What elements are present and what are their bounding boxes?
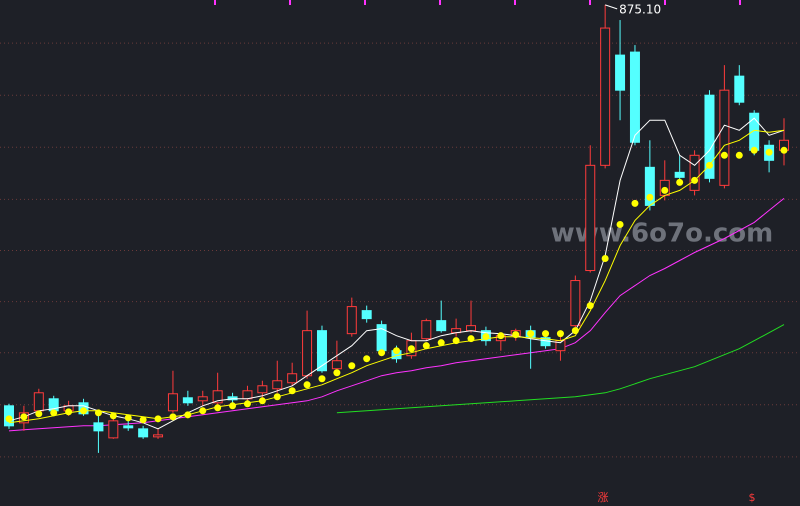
indicator-dot <box>94 409 102 417</box>
indicator-dot <box>50 409 58 417</box>
indicator-dot <box>229 402 237 410</box>
indicator-dot <box>646 193 654 201</box>
candle-body <box>167 393 178 412</box>
indicator-dot <box>333 369 341 377</box>
indicator-dot <box>258 397 266 405</box>
moving-average-line <box>8 117 785 430</box>
indicator-dot <box>556 330 564 338</box>
candle-body <box>615 54 626 91</box>
indicator-dot <box>616 220 624 228</box>
moving-average-line <box>8 129 785 424</box>
moving-average-line <box>8 198 785 432</box>
candle-body <box>436 320 447 332</box>
indicator-dot <box>691 176 699 184</box>
candle-body <box>242 390 253 400</box>
indicator-dot <box>169 413 177 421</box>
indicator-dot <box>288 387 296 395</box>
indicator-dot <box>154 415 162 423</box>
candle-body <box>585 164 596 272</box>
indicator-dot <box>318 375 326 383</box>
candle-body <box>197 396 208 402</box>
indicator-dot <box>512 331 520 339</box>
indicator-dot <box>5 415 13 423</box>
watermark: www.6o7o.com <box>551 219 773 249</box>
candle-body <box>227 396 238 401</box>
max-price-label: 875.10 <box>619 2 661 16</box>
indicator-dot <box>661 186 669 194</box>
candle-body <box>689 154 700 191</box>
annotation-arrow <box>604 4 618 10</box>
indicator-dot <box>80 407 88 415</box>
indicator-dot <box>184 411 192 419</box>
indicator-dot <box>631 199 639 207</box>
candle-body <box>138 428 149 438</box>
candle-body <box>123 425 134 429</box>
indicator-dot <box>378 349 386 357</box>
indicator-dot <box>109 412 117 420</box>
candle-body <box>108 420 119 439</box>
indicator-dot <box>139 416 147 424</box>
candle-body <box>719 89 730 186</box>
signal-marker: $ <box>749 491 756 504</box>
indicator-dot <box>422 342 430 350</box>
candle-body <box>346 306 357 335</box>
candle-body <box>93 422 104 432</box>
candle-body <box>212 390 223 404</box>
indicator-dot <box>363 355 371 363</box>
indicator-dot <box>348 362 356 370</box>
indicator-dot <box>452 337 460 345</box>
candle-body <box>629 51 640 143</box>
indicator-dot <box>542 330 550 338</box>
indicator-dot <box>750 146 758 154</box>
moving-average-line <box>336 324 785 414</box>
candle-body <box>33 392 44 412</box>
indicator-dot <box>35 410 43 418</box>
indicator-dot <box>65 408 73 416</box>
indicator-dot <box>482 333 490 341</box>
candle-body <box>331 360 342 370</box>
indicator-dot <box>601 255 609 263</box>
candle-body <box>704 94 715 179</box>
indicator-dot <box>393 347 400 355</box>
indicator-dot <box>124 414 132 422</box>
indicator-dot <box>586 302 594 310</box>
indicator-dot <box>20 413 28 421</box>
candle-body <box>287 373 298 384</box>
indicator-dot <box>437 339 445 347</box>
top-markers <box>214 0 741 5</box>
candle-body <box>421 320 432 340</box>
indicator-dot <box>303 381 311 389</box>
indicator-dot <box>765 148 773 156</box>
candle-body <box>734 75 745 103</box>
candle-body <box>257 385 268 394</box>
indicator-dot <box>780 146 788 154</box>
indicator-dot <box>735 151 743 159</box>
plot: 875.10 <box>4 2 789 453</box>
indicator-dot <box>497 332 505 340</box>
signal-marker: 涨 <box>598 491 609 504</box>
candle-body <box>361 310 372 320</box>
indicator-dot <box>273 393 281 401</box>
candle-body <box>316 330 327 372</box>
candle-body <box>302 330 313 377</box>
candle-body <box>272 380 283 390</box>
indicator-dot <box>571 327 579 335</box>
indicator-dot <box>214 404 222 412</box>
candle-body <box>570 280 581 327</box>
indicator-dot <box>676 178 684 186</box>
candle-body <box>182 397 193 404</box>
indicator-dot <box>720 151 728 159</box>
indicator-dot <box>527 330 535 338</box>
indicator-dot <box>467 335 475 343</box>
indicator-dot <box>199 407 207 415</box>
indicator-dot <box>243 400 251 408</box>
candle-body <box>600 27 611 166</box>
candle-body <box>153 434 164 438</box>
indicator-dot <box>705 161 713 169</box>
candle-body <box>466 325 477 332</box>
candle-body <box>674 171 685 178</box>
indicator-dot <box>407 345 415 353</box>
